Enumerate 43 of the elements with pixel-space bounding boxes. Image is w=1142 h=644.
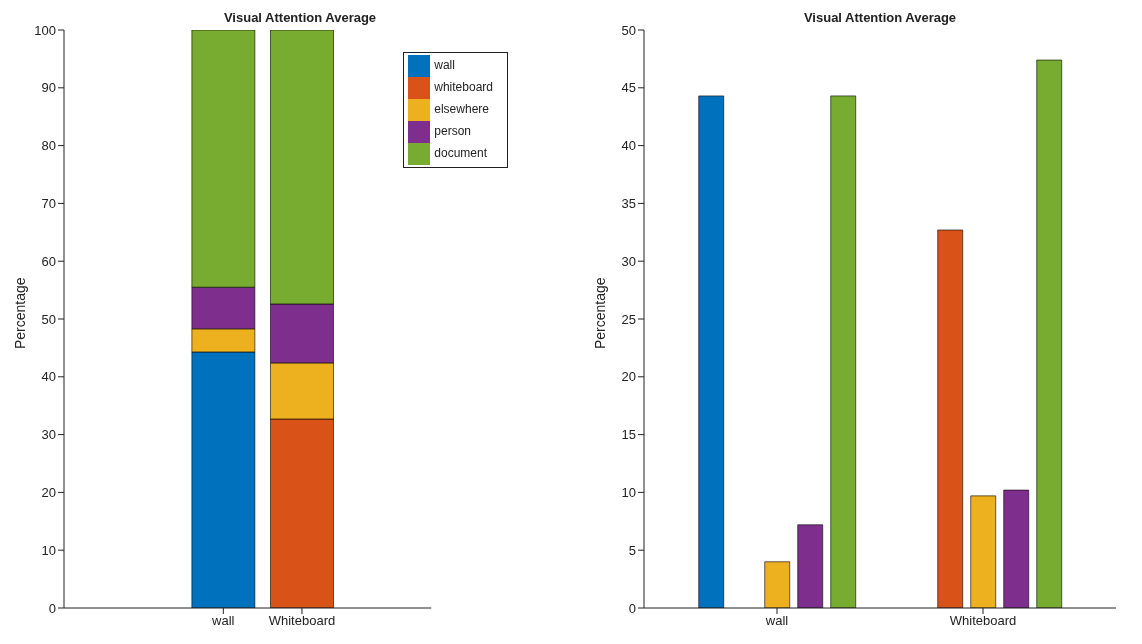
y-tick-label: 50 — [621, 22, 636, 38]
legend-label: elsewhere — [434, 102, 489, 117]
bar — [764, 561, 791, 608]
y-tick-label: 20 — [41, 485, 56, 501]
y-tick-label: 25 — [621, 311, 636, 327]
y-tick-label: 45 — [621, 80, 636, 96]
y-tick-label: 0 — [48, 600, 56, 616]
bar — [1036, 59, 1063, 608]
y-tick-label: 10 — [41, 542, 56, 558]
bar — [1003, 489, 1030, 608]
x-tick-label: Whiteboard — [268, 613, 336, 629]
legend-label: document — [434, 146, 487, 161]
y-tick-label: 90 — [41, 80, 56, 96]
chart-title: Visual Attention Average — [222, 10, 378, 25]
y-tick-label: 70 — [41, 196, 56, 212]
y-tick-label: 40 — [41, 369, 56, 385]
bar — [797, 524, 824, 608]
legend-label: whiteboard — [434, 80, 493, 95]
bar — [970, 495, 997, 608]
y-tick-label: 60 — [41, 253, 56, 269]
legend-label: person — [434, 124, 471, 139]
y-tick-label: 80 — [41, 138, 56, 154]
chart-title: Visual Attention Average — [802, 10, 958, 25]
x-tick-label: wall — [764, 613, 789, 629]
x-tick-label: wall — [211, 613, 235, 629]
bar — [830, 95, 857, 608]
x-tick-label: Whiteboard — [949, 613, 1017, 629]
y-tick-label: 10 — [621, 485, 636, 501]
y-tick-label: 5 — [628, 542, 636, 558]
y-tick-label: 20 — [621, 369, 636, 385]
y-tick-label: 35 — [621, 196, 636, 212]
y-axis-title: Percentage — [11, 277, 28, 349]
legend-label: wall — [434, 58, 455, 73]
y-tick-label: 100 — [34, 22, 56, 38]
y-tick-label: 15 — [621, 427, 636, 443]
y-tick-label: 30 — [41, 427, 56, 443]
y-tick-label: 40 — [621, 138, 636, 154]
y-tick-label: 50 — [41, 311, 56, 327]
y-tick-label: 0 — [628, 600, 636, 616]
y-axis-title: Percentage — [591, 277, 608, 349]
y-tick-label: 30 — [621, 253, 636, 269]
bar — [937, 229, 964, 608]
bar — [698, 95, 725, 608]
